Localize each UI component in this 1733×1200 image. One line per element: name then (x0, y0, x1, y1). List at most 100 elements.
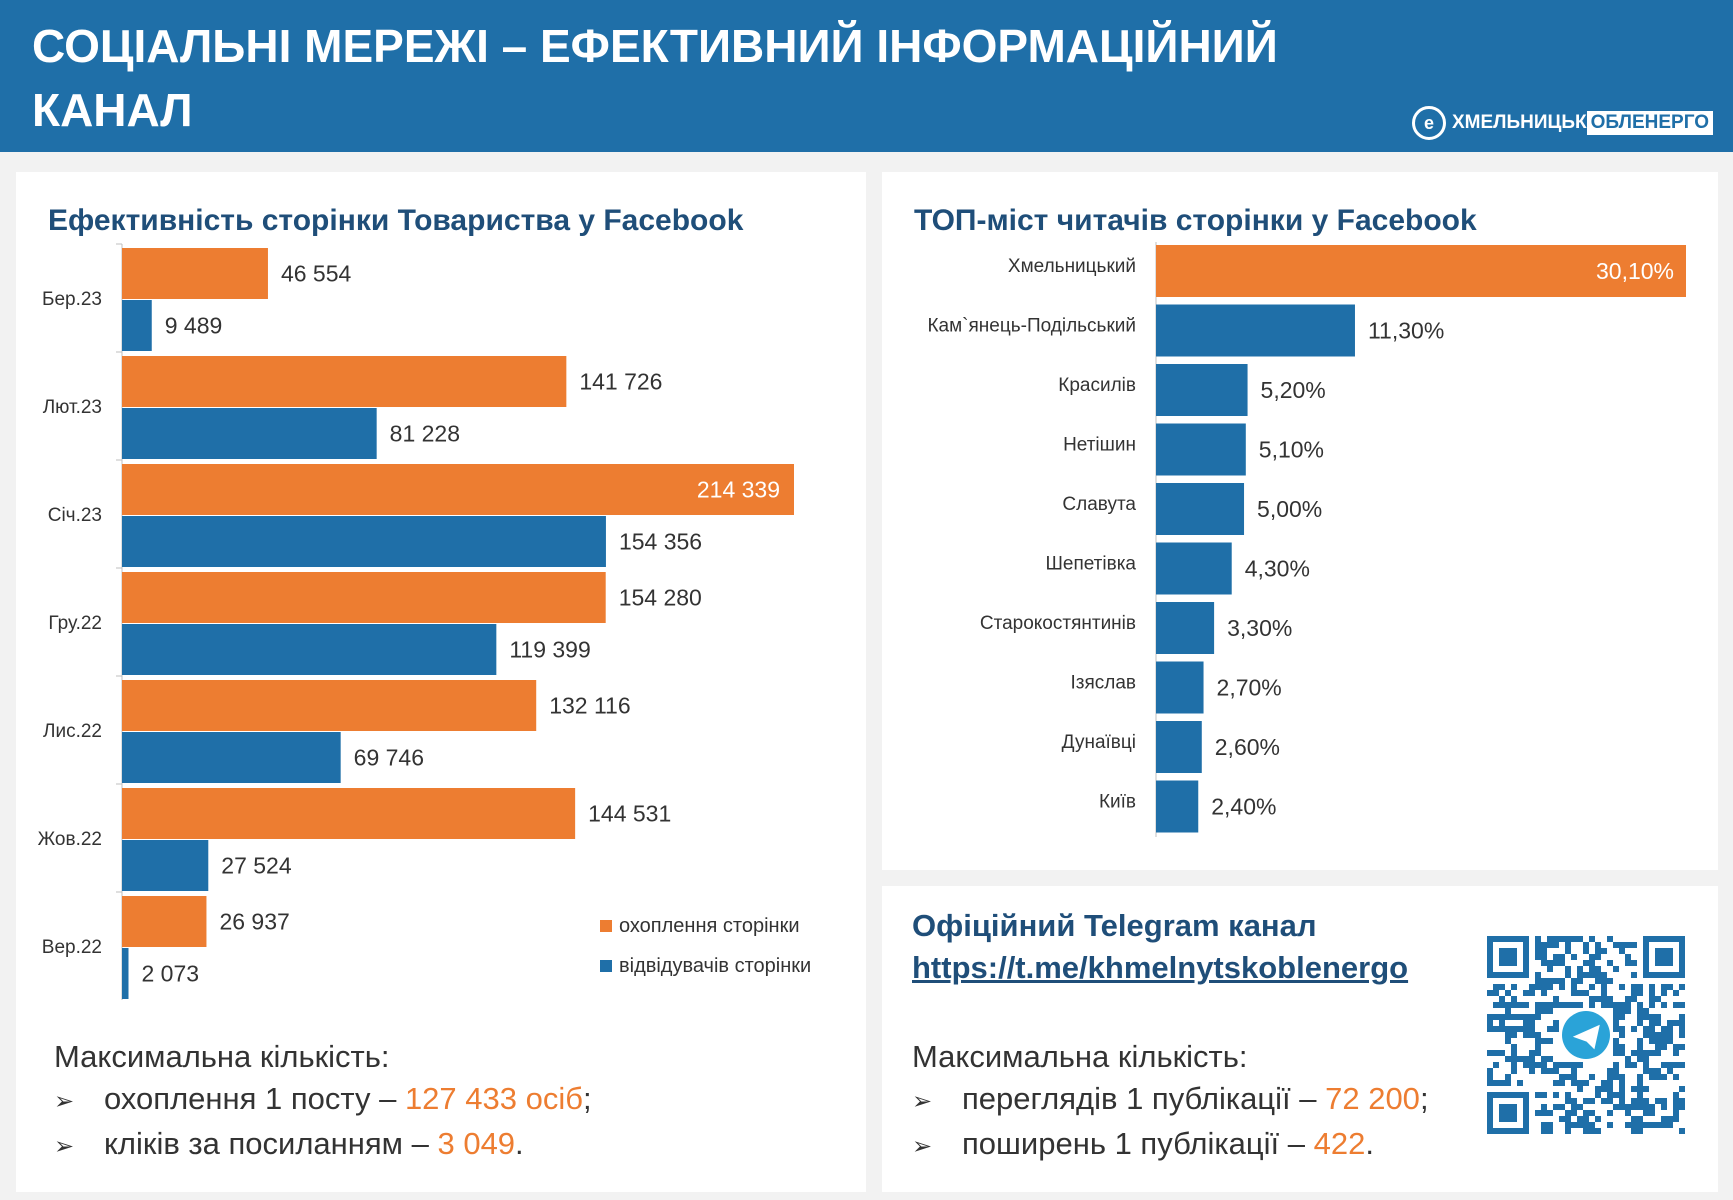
qr-module (1505, 1080, 1511, 1086)
city-bar (1156, 661, 1204, 714)
qr-module (1679, 984, 1685, 990)
qr-module (1625, 1110, 1631, 1116)
qr-module (1625, 942, 1631, 948)
category-label: Бер.23 (42, 289, 102, 310)
qr-module (1607, 1002, 1613, 1008)
qr-module (1535, 984, 1541, 990)
qr-module (1601, 1002, 1607, 1008)
qr-module (1643, 1110, 1649, 1116)
qr-module (1577, 1002, 1583, 1008)
qr-module (1601, 984, 1607, 990)
qr-module (1679, 1014, 1685, 1020)
qr-module (1577, 1062, 1583, 1068)
qr-module (1571, 954, 1577, 960)
qr-module (1607, 936, 1613, 942)
qr-module (1529, 990, 1535, 996)
arrow-bullet-icon: ➢ (912, 1133, 933, 1160)
qr-module (1679, 1020, 1685, 1026)
qr-module (1661, 1038, 1667, 1044)
qr-module (1547, 1002, 1553, 1008)
qr-module (1643, 1032, 1649, 1038)
telegram-link[interactable]: https://t.me/khmelnytskoblenergo (912, 950, 1409, 985)
qr-module (1559, 1080, 1565, 1086)
qr-module (1559, 1074, 1565, 1080)
qr-module (1553, 954, 1559, 960)
qr-module (1559, 978, 1565, 984)
qr-module (1643, 1050, 1649, 1056)
telegram-summary-item: ➢ поширень 1 публікації – 422. (912, 1123, 1472, 1168)
bar-reach (122, 356, 567, 407)
qr-module (1643, 1008, 1649, 1014)
data-label: 27 524 (221, 853, 292, 879)
qr-module (1589, 954, 1595, 960)
qr-module (1535, 1050, 1541, 1056)
qr-module (1577, 978, 1583, 984)
qr-module (1601, 990, 1607, 996)
bullet-value: 3 049 (437, 1126, 516, 1161)
qr-module (1523, 990, 1529, 996)
qr-module (1535, 936, 1541, 942)
qr-module (1631, 1062, 1637, 1068)
qr-module (1637, 1128, 1643, 1134)
qr-module (1613, 1002, 1619, 1008)
data-label: 81 228 (390, 421, 460, 447)
qr-module (1541, 960, 1547, 966)
qr-module (1673, 1074, 1679, 1080)
qr-module (1559, 1002, 1565, 1008)
qr-module (1595, 942, 1601, 948)
qr-module (1541, 990, 1547, 996)
qr-module (1679, 1098, 1685, 1104)
qr-module (1637, 1092, 1643, 1098)
city-label: Кам`янець-Подільський (927, 316, 1136, 337)
qr-module (1649, 1110, 1655, 1116)
qr-module (1493, 990, 1499, 996)
qr-module (1499, 1050, 1505, 1056)
bullet-suffix: . (515, 1126, 524, 1161)
legend-swatch (600, 920, 612, 932)
bar-visitors (122, 516, 606, 567)
qr-module (1559, 1104, 1565, 1110)
qr-module (1571, 1080, 1577, 1086)
qr-module (1517, 1026, 1523, 1032)
qr-module (1649, 1020, 1655, 1026)
qr-module (1535, 1092, 1541, 1098)
data-label: 2,70% (1217, 675, 1282, 701)
qr-module (1505, 1008, 1511, 1014)
city-label: Нетішин (1063, 435, 1136, 456)
bullet-value: 127 433 осіб (404, 1081, 583, 1116)
qr-module (1529, 1020, 1535, 1026)
qr-module (1565, 1116, 1571, 1122)
qr-module (1607, 1086, 1613, 1092)
qr-module (1649, 1122, 1655, 1128)
qr-module (1619, 1050, 1625, 1056)
qr-module (1589, 960, 1595, 966)
qr-module (1637, 1050, 1643, 1056)
bullet-value: 422 (1313, 1126, 1366, 1161)
bullet-suffix: ; (583, 1081, 592, 1116)
qr-module (1535, 1044, 1541, 1050)
qr-module (1667, 1026, 1673, 1032)
qr-module (1577, 1086, 1583, 1092)
qr-module (1517, 1080, 1523, 1086)
bar-reach (122, 788, 576, 839)
qr-module (1595, 1086, 1601, 1092)
qr-module (1601, 1080, 1607, 1086)
bar-reach (122, 248, 268, 299)
qr-module (1595, 1092, 1601, 1098)
qr-module (1661, 1026, 1667, 1032)
facebook-performance-panel: Ефективність сторінки Товариства у Faceb… (16, 172, 866, 1192)
qr-module (1637, 1074, 1643, 1080)
data-label: 144 531 (588, 801, 671, 827)
qr-finder-core (1499, 1104, 1517, 1122)
qr-module (1619, 1104, 1625, 1110)
qr-module (1673, 1104, 1679, 1110)
qr-module (1595, 954, 1601, 960)
telegram-qr-code-icon[interactable] (1487, 936, 1685, 1134)
bar-reach (122, 464, 794, 515)
qr-module (1541, 954, 1547, 960)
category-label: Січ.23 (48, 505, 102, 526)
qr-module (1583, 1080, 1589, 1086)
bullet-text: охоплення 1 посту – (104, 1081, 405, 1116)
qr-module (1613, 1062, 1619, 1068)
category-label: Жов.22 (38, 829, 102, 850)
